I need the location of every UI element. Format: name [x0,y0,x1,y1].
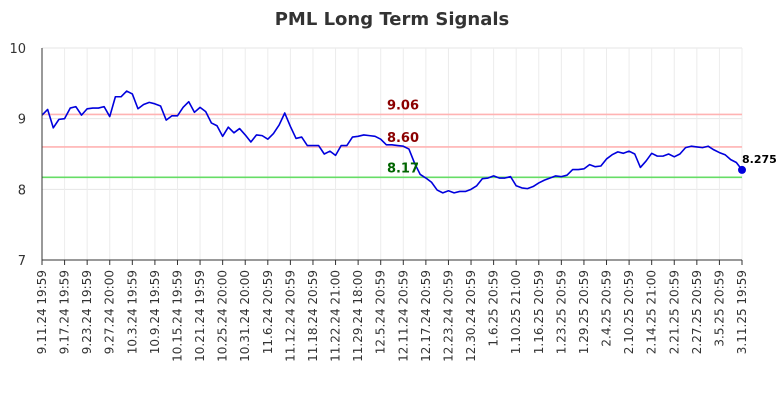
axes [41,48,743,265]
x-tick-label: 11.18.24 20:59 [306,270,320,362]
x-tick-label: 2.21.25 20:59 [667,270,681,354]
x-tick-label: 2.27.25 20:59 [690,270,704,354]
x-tick-label: 3.5.25 20:59 [712,270,726,347]
x-tick-label: 12.23.24 20:59 [441,270,455,362]
data-labels: 9.06 8.60 8.17 8.275 [387,98,777,176]
y-tick-label: 10 [9,42,26,57]
x-tick-label: 10.15.24 19:59 [170,270,184,362]
x-tick-label: 10.3.24 19:59 [125,270,139,354]
y-tick-label: 8 [18,183,26,198]
last-value-label: 8.275 [742,153,777,166]
x-tick-label: 12.5.24 20:59 [374,270,388,354]
y-tick-labels: 7 8 9 10 [9,42,26,269]
x-tick-label: 10.31.24 20:00 [238,270,252,362]
last-point-marker [738,165,746,174]
chart-title: PML Long Term Signals [275,9,510,30]
x-tick-label: 11.22.24 21:00 [329,270,343,362]
x-tick-label: 12.11.24 20:59 [396,270,410,362]
x-tick-label: 9.11.24 19:59 [35,270,49,354]
x-tick-label: 1.10.25 21:00 [509,270,523,354]
x-tick-label: 10.21.24 19:59 [193,270,207,362]
y-tick-label: 9 [18,113,26,128]
x-tick-label: 1.23.25 20:59 [554,270,568,354]
y-tick-label: 7 [18,254,26,269]
x-tick-label: 9.17.24 19:59 [58,270,72,354]
x-tick-label: 3.11.25 19:59 [735,270,749,354]
reference-line-label: 8.17 [387,161,419,176]
x-tick-label: 9.27.24 20:00 [103,270,117,354]
x-tick-label: 10.9.24 19:59 [148,270,162,354]
x-tick-label: 12.17.24 20:59 [419,270,433,362]
x-tick-label: 2.4.25 20:59 [600,270,614,347]
x-tick-label: 11.29.24 18:00 [351,270,365,362]
x-tick-label: 11.6.24 20:59 [261,270,275,354]
x-tick-label: 10.25.24 20:00 [216,270,230,362]
x-tick-labels: 9.11.24 19:59 9.17.24 19:59 9.23.24 19:59 9… [35,270,749,362]
x-tick-label: 2.10.25 20:59 [622,270,636,354]
reference-line-label: 8.60 [387,131,419,146]
x-tick-label: 12.30.24 20:59 [464,270,478,362]
grid [41,47,743,261]
reference-lines [42,113,742,179]
x-tick-label: 1.16.25 20:59 [532,270,546,354]
x-tick-label: 11.12.24 20:59 [283,270,297,362]
reference-line-label: 9.06 [387,98,419,113]
series-line [41,90,743,194]
x-tick-label: 2.14.25 21:00 [645,270,659,354]
x-tick-label: 1.6.25 20:59 [487,270,501,347]
series-line-group [41,90,746,194]
x-tick-label: 9.23.24 19:59 [80,270,94,354]
x-tick-label: 1.29.25 20:59 [577,270,591,354]
